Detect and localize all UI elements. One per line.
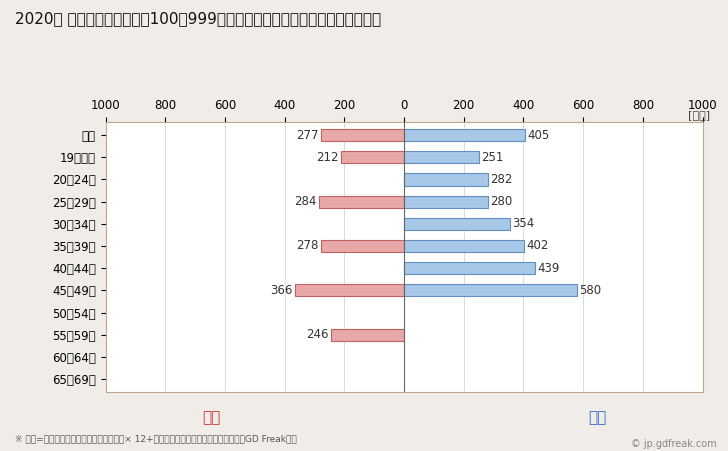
Text: 580: 580 xyxy=(579,284,601,297)
Bar xyxy=(341,151,404,163)
Text: © jp.gdfreak.com: © jp.gdfreak.com xyxy=(631,439,717,449)
Bar xyxy=(404,196,488,208)
Text: 284: 284 xyxy=(295,195,317,208)
Text: [万円]: [万円] xyxy=(688,110,710,120)
Bar xyxy=(404,129,525,141)
Bar xyxy=(404,173,488,185)
Text: 354: 354 xyxy=(512,217,534,230)
Text: 2020年 民間企業（従業者数100〜999人）フルタイム労働者の男女別平均年収: 2020年 民間企業（従業者数100〜999人）フルタイム労働者の男女別平均年収 xyxy=(15,11,381,26)
Text: 366: 366 xyxy=(270,284,293,297)
Bar xyxy=(404,218,510,230)
Bar xyxy=(404,151,479,163)
Text: 405: 405 xyxy=(527,129,550,142)
Text: 439: 439 xyxy=(537,262,560,275)
Bar xyxy=(320,196,404,208)
Bar xyxy=(404,240,524,252)
Text: 280: 280 xyxy=(490,195,513,208)
Text: 251: 251 xyxy=(481,151,504,164)
Text: 277: 277 xyxy=(296,129,319,142)
Text: 282: 282 xyxy=(491,173,513,186)
Text: 212: 212 xyxy=(316,151,339,164)
Text: 246: 246 xyxy=(306,328,328,341)
Bar xyxy=(295,284,404,296)
Bar xyxy=(404,262,535,274)
Text: 女性: 女性 xyxy=(202,410,221,425)
Text: 278: 278 xyxy=(296,239,319,253)
Text: ※ 年収=「きまって支給する現金給与額」× 12+「年間賞与その他特別給与額」としてGD Freak推計: ※ 年収=「きまって支給する現金給与額」× 12+「年間賞与その他特別給与額」と… xyxy=(15,434,296,443)
Bar xyxy=(404,284,577,296)
Text: 402: 402 xyxy=(526,239,549,253)
Text: 男性: 男性 xyxy=(587,410,606,425)
Bar xyxy=(321,240,404,252)
Bar xyxy=(321,129,404,141)
Bar xyxy=(331,329,404,341)
